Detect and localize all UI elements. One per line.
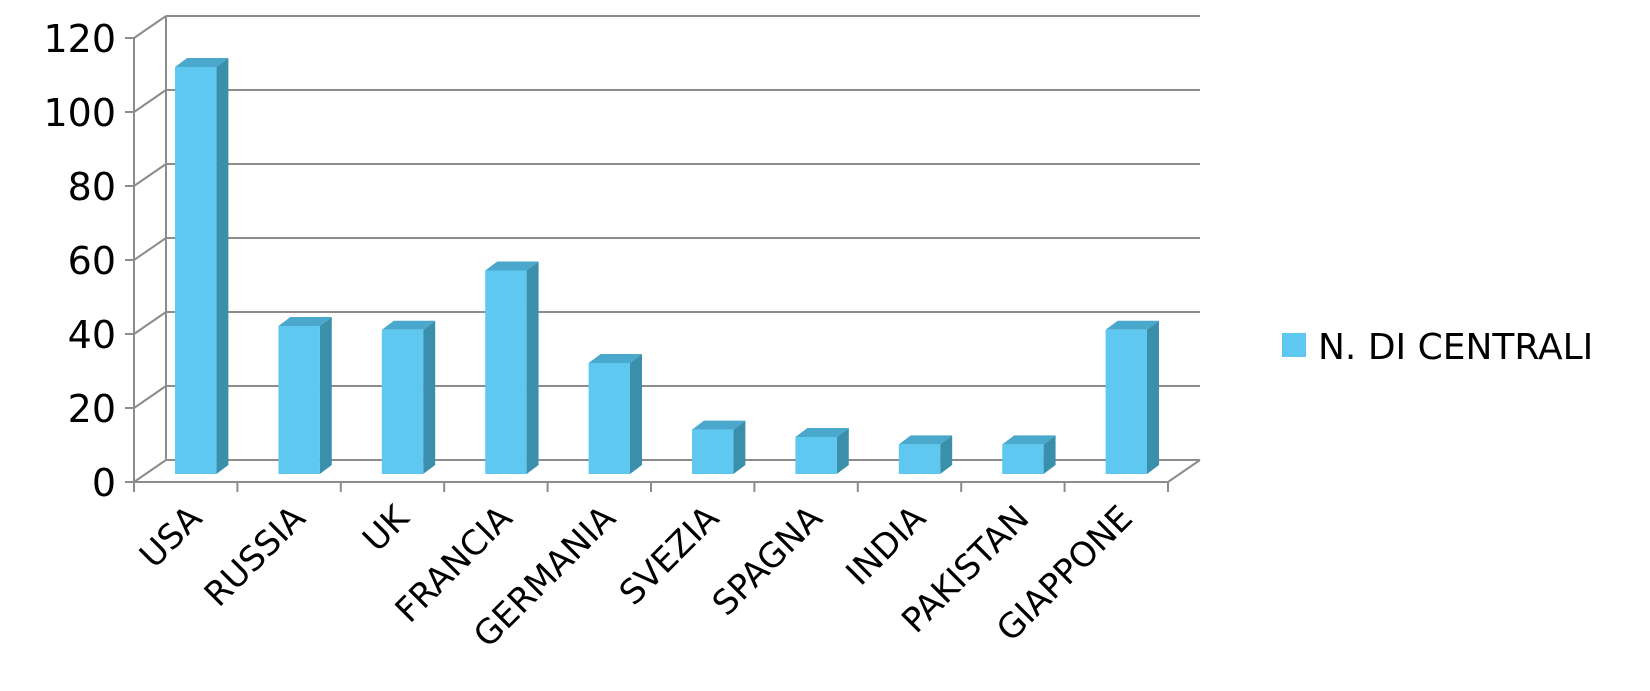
bar-side [216, 58, 229, 474]
bar-front [278, 326, 320, 474]
bar-top [588, 354, 642, 363]
y-tick-label: 80 [68, 165, 116, 209]
bar-front [1105, 329, 1147, 474]
bar-front [692, 429, 734, 474]
bar-side [1043, 435, 1056, 474]
bar-top [175, 58, 229, 67]
bar [278, 317, 332, 474]
bar-side [940, 435, 953, 474]
bar-side [629, 354, 642, 474]
bar-front [588, 363, 630, 474]
bar-front [795, 437, 837, 474]
bar [588, 354, 642, 474]
bar [692, 420, 746, 474]
x-tick-label: SPAGNA [705, 498, 831, 624]
legend: N. DI CENTRALI [1282, 327, 1593, 368]
gridline-connector [133, 15, 167, 39]
gridline-connector [133, 311, 167, 335]
gridline-connector [133, 89, 167, 113]
y-tick-label: 20 [68, 387, 116, 431]
axis-layer [125, 37, 1169, 492]
bar-top [692, 420, 746, 430]
bar [1105, 320, 1159, 474]
bar-front [485, 270, 527, 474]
legend-swatch [1282, 333, 1306, 357]
y-tick-label: 0 [92, 461, 116, 505]
x-tick-label: INDIA [838, 498, 933, 593]
bar-top [485, 261, 539, 271]
legend-label: N. DI CENTRALI [1318, 327, 1593, 368]
bar [795, 428, 849, 474]
bar-top [278, 317, 332, 326]
bar-side [526, 261, 539, 474]
bars-layer [175, 58, 1159, 474]
y-tick-label: 60 [68, 239, 116, 283]
y-tick-label: 120 [43, 17, 116, 61]
x-tick-label: USA [132, 498, 210, 576]
floor-right-edge [1167, 459, 1201, 483]
gridline-connector [133, 459, 167, 483]
y-tick-label: 100 [43, 91, 116, 135]
bar-front [1002, 444, 1044, 474]
bar-front [381, 329, 424, 474]
bar-top [1105, 320, 1159, 330]
bar [1002, 435, 1056, 474]
x-tick-label: UK [355, 497, 418, 560]
bar [485, 261, 539, 474]
bar-side [733, 420, 746, 474]
bar-top [795, 428, 849, 437]
bar-top [1002, 435, 1056, 445]
bar [175, 58, 229, 474]
bar-side [423, 320, 436, 474]
y-tick-label: 40 [68, 313, 116, 357]
bar [898, 435, 953, 474]
bar-front [175, 67, 217, 474]
bar-front [898, 444, 941, 474]
bar-side [836, 428, 849, 474]
gridline-connector [133, 385, 167, 409]
bar-top [381, 320, 436, 330]
gridline-connector [133, 163, 167, 187]
bar-side [1146, 320, 1159, 474]
bar-top [898, 435, 953, 445]
x-tick-label: RUSSIA [197, 498, 314, 615]
bar-side [319, 317, 332, 474]
gridline-connector [133, 237, 167, 261]
bar [381, 320, 436, 474]
